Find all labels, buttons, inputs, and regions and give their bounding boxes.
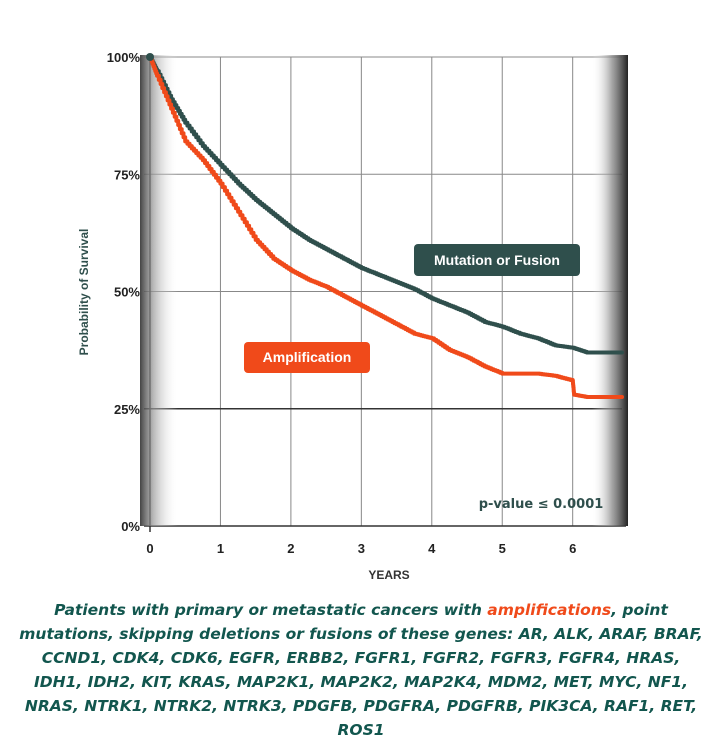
- x-axis-title: YEARS: [368, 568, 409, 582]
- amplification-label-pill: [244, 342, 370, 373]
- y-tick-label: 25%: [114, 402, 140, 417]
- right-shade: [592, 55, 628, 526]
- mutation-or-fusion-line: [148, 55, 624, 355]
- x-tick-label: 1: [217, 541, 224, 556]
- caption-intro: Patients with primary or metastatic canc…: [54, 601, 488, 619]
- caption-highlight: amplifications: [487, 601, 612, 619]
- x-tick-labels: 0 1 2 3 4 5 6: [146, 541, 576, 556]
- caption-genes: of these genes: AR, ALK, ARAF, BRAF, CCN…: [24, 625, 703, 739]
- y-tick-label: 100%: [107, 50, 141, 65]
- survival-chart: 0% 25% 50% 75% 100% 0 1 2 3 4 5 6 Probability of S…: [77, 50, 628, 582]
- y-axis-title: Probability of Survival: [77, 229, 91, 356]
- amplification-label-text: Amplification: [263, 349, 352, 365]
- x-tick-label: 4: [428, 541, 436, 556]
- left-shade: [140, 55, 178, 526]
- x-tick-label: 2: [287, 541, 294, 556]
- grid: [144, 56, 626, 532]
- x-tick-label: 6: [569, 541, 576, 556]
- x-tick-label: 3: [358, 541, 365, 556]
- y-tick-label: 75%: [114, 167, 140, 182]
- y-tick-label: 50%: [114, 285, 140, 300]
- mutation-label-text: Mutation or Fusion: [434, 252, 560, 268]
- series: [146, 53, 624, 399]
- amplification-label: Amplification: [244, 342, 370, 373]
- x-tick-label: 5: [499, 541, 506, 556]
- start-point: [146, 53, 154, 61]
- y-tick-label: 0%: [121, 519, 140, 534]
- mutation-or-fusion-label: Mutation or Fusion: [414, 244, 580, 276]
- amplification-line: [148, 55, 624, 399]
- mutation-label-pill: [414, 244, 580, 276]
- caption-mutations: , point mutations, skipping deletions or…: [19, 601, 668, 643]
- caption: Patients with primary or metastatic canc…: [18, 598, 704, 742]
- y-tick-labels: 0% 25% 50% 75% 100%: [107, 50, 141, 534]
- x-tick-label: 0: [146, 541, 153, 556]
- p-value: p-value ≤ 0.0001: [479, 497, 604, 512]
